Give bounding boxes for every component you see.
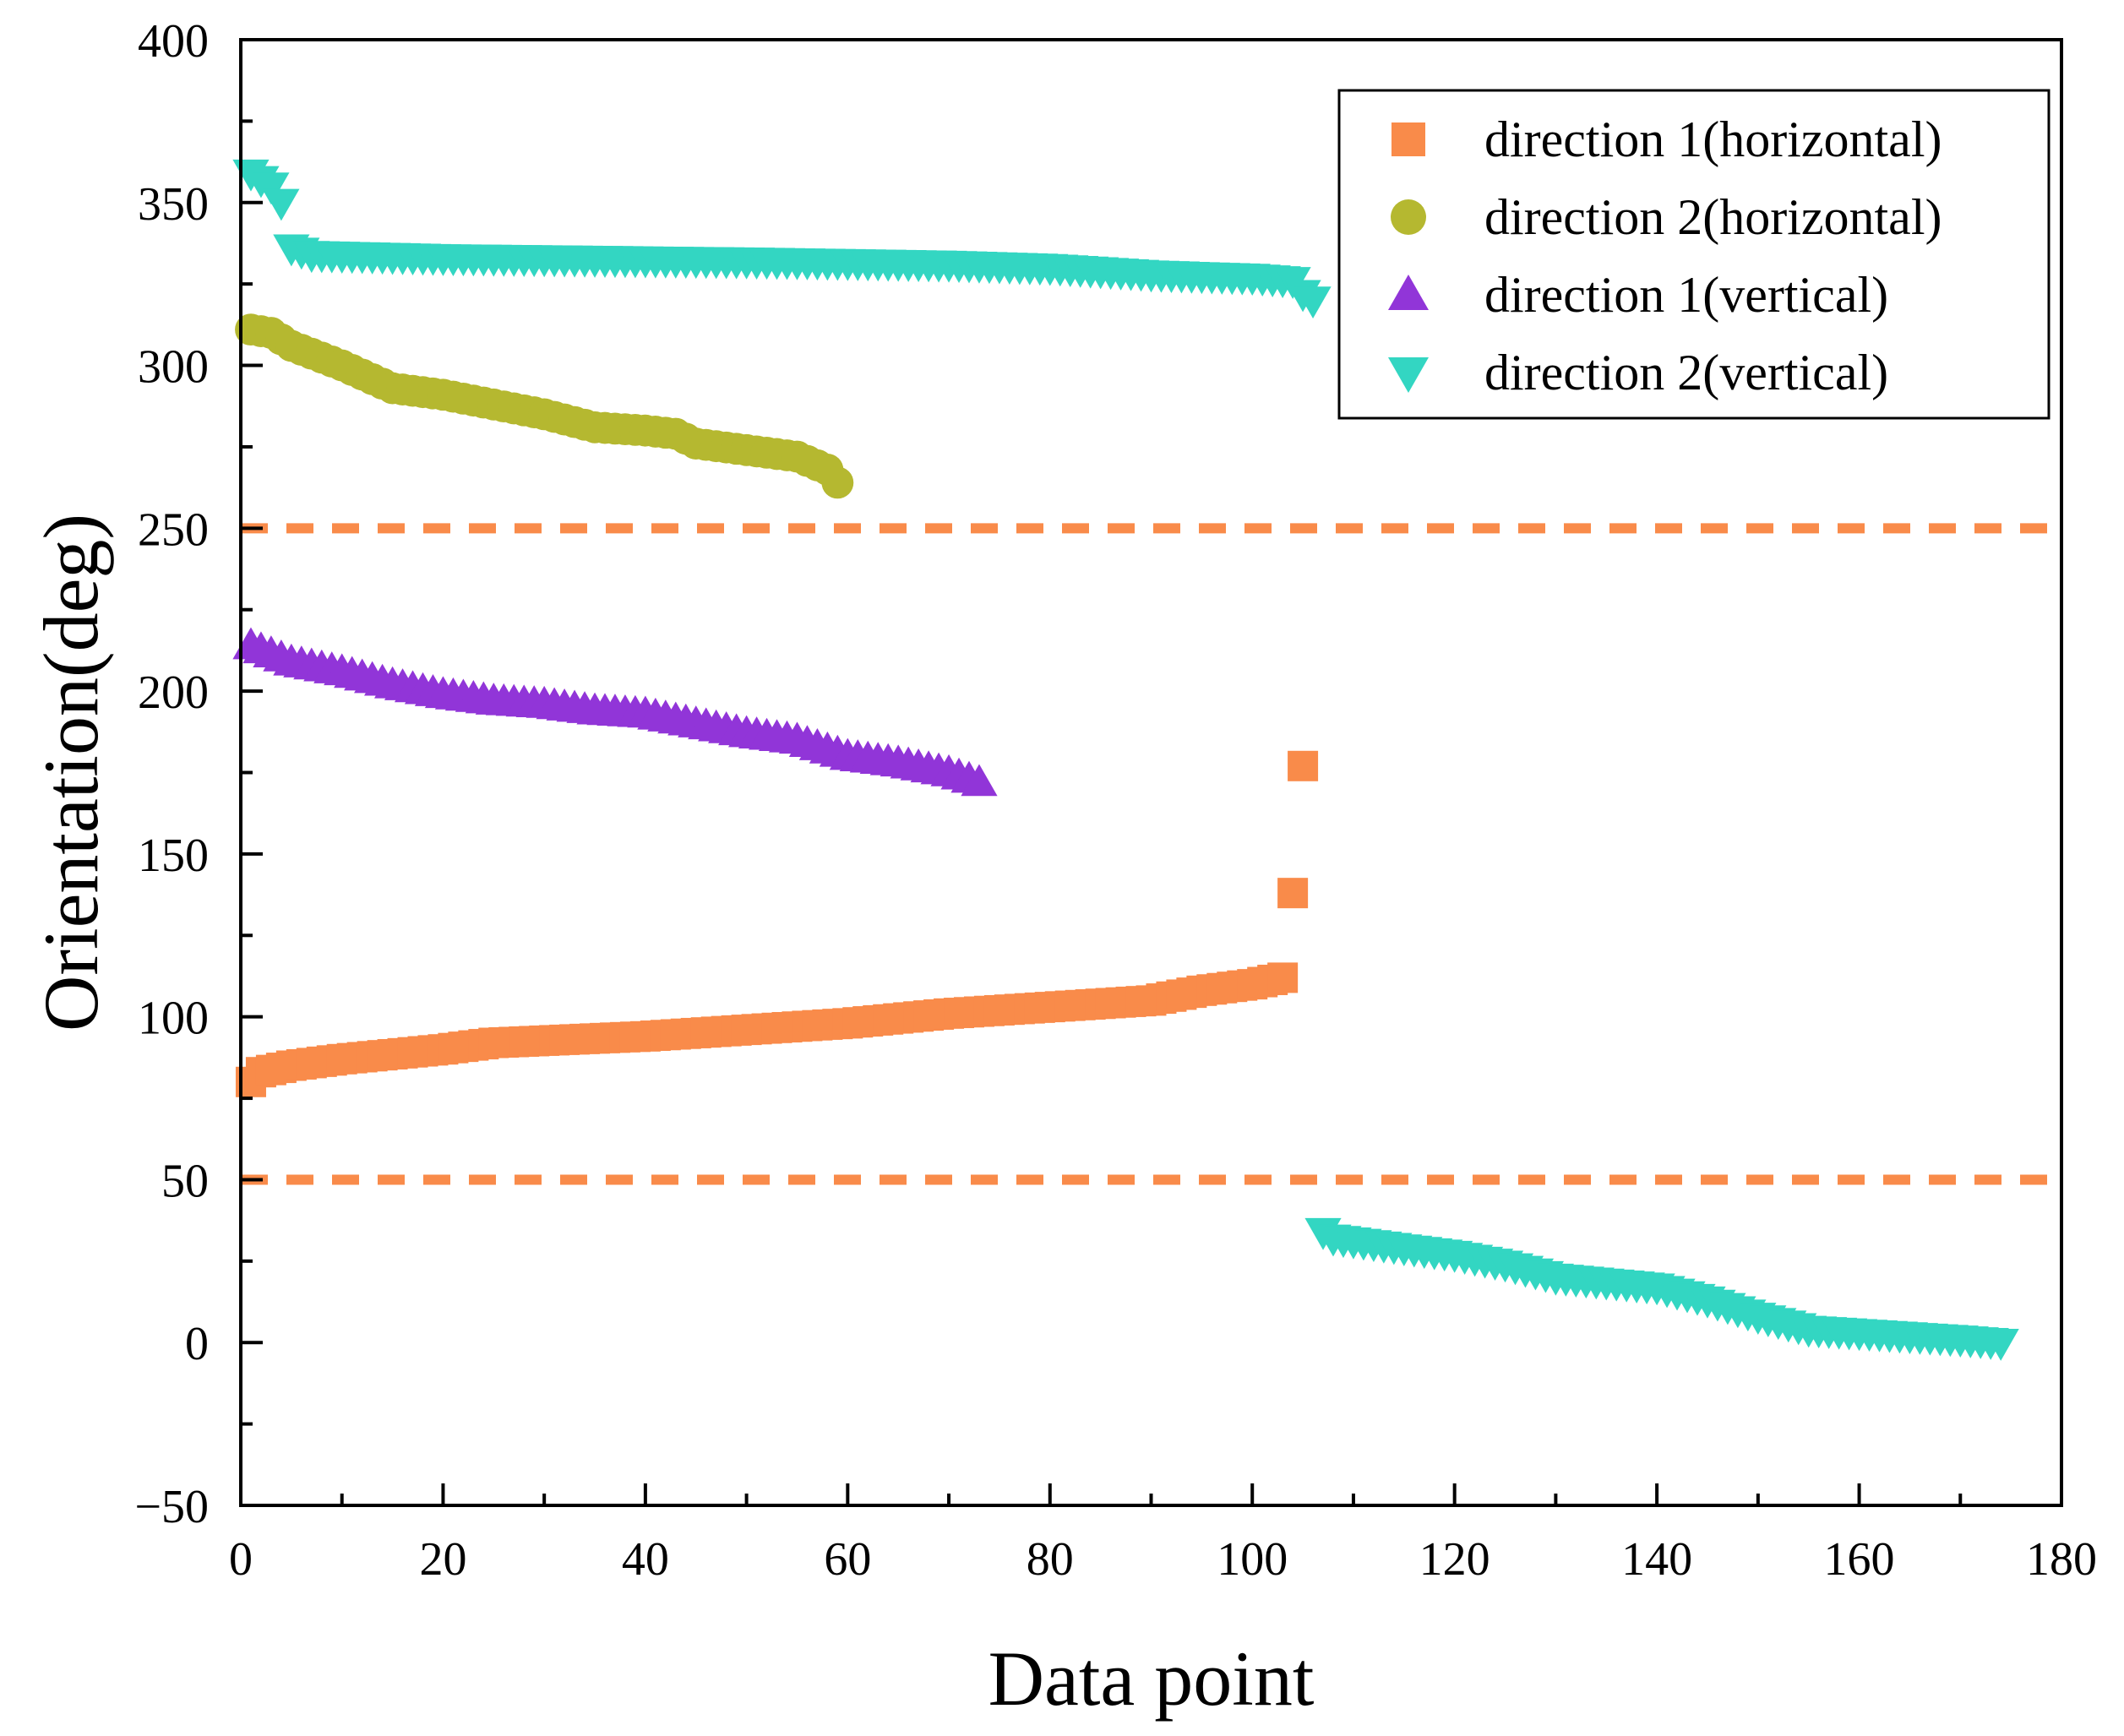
x-tick-label: 100	[1217, 1533, 1288, 1586]
legend-label-1: direction 1(horizontal)	[1484, 112, 1942, 167]
y-tick-label: 400	[138, 15, 209, 68]
y-tick-label: −50	[134, 1481, 209, 1533]
data-point	[1267, 962, 1299, 993]
legend-marker-3	[1388, 275, 1429, 310]
legend-label-4: direction 2(vertical)	[1484, 345, 1888, 400]
data-point	[961, 764, 998, 797]
y-tick-label: 0	[185, 1318, 209, 1370]
x-tick-label: 140	[1621, 1533, 1692, 1586]
data-point	[1982, 1329, 2019, 1361]
data-point	[263, 188, 300, 221]
y-tick-label: 100	[138, 993, 209, 1045]
data-markers	[232, 159, 2019, 1361]
y-tick-label: 300	[138, 341, 209, 394]
legend-label-3: direction 1(vertical)	[1484, 267, 1888, 323]
series-3	[232, 627, 998, 797]
x-axis-title: Data point	[988, 1635, 1315, 1722]
legend: direction 1(horizontal) direction 2(horiz…	[1337, 89, 2050, 420]
data-point	[1277, 878, 1309, 909]
data-point	[821, 466, 854, 499]
series-1	[235, 750, 1319, 1097]
data-point	[1294, 286, 1332, 319]
legend-marker-2	[1391, 199, 1426, 235]
reference-lines	[241, 523, 2061, 1185]
x-tick-label: 60	[824, 1533, 871, 1586]
legend-marker-4	[1388, 357, 1429, 393]
y-axis: −50 0 50 100 150 200 250 300 350 400	[134, 15, 263, 1533]
series-2	[235, 313, 854, 499]
y-tick-label: 350	[138, 178, 209, 231]
y-tick-label: 50	[161, 1155, 209, 1207]
x-tick-label: 40	[622, 1533, 669, 1586]
x-tick-label: 180	[2026, 1533, 2097, 1586]
x-axis: 0 20 40 60 80 100 120 140 160 180	[229, 1483, 2097, 1586]
legend-box	[1337, 89, 2050, 420]
x-tick-label: 160	[1824, 1533, 1895, 1586]
y-axis-title: Orientation(deg)	[28, 514, 114, 1031]
data-point	[1288, 750, 1319, 781]
y-tick-label: 250	[138, 503, 209, 556]
x-tick-label: 0	[229, 1533, 253, 1586]
series-4	[232, 159, 2019, 1361]
legend-marker-1	[1391, 122, 1425, 156]
y-tick-label: 200	[138, 667, 209, 719]
x-tick-label: 20	[419, 1533, 466, 1586]
legend-label-2: direction 2(horizontal)	[1484, 189, 1942, 245]
x-tick-label: 80	[1027, 1533, 1074, 1586]
y-tick-label: 150	[138, 830, 209, 882]
x-tick-label: 120	[1419, 1533, 1490, 1586]
data-point	[253, 172, 290, 205]
